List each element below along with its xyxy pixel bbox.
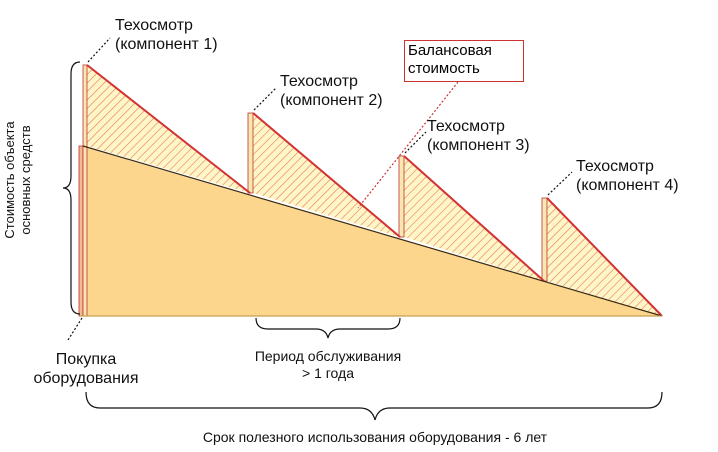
- component-2-bar: [247, 112, 254, 194]
- component-3-edge: [403, 155, 545, 282]
- service-period-brace: [255, 317, 401, 339]
- inspection-label-2: Техосмотр (компонент 2): [280, 72, 383, 110]
- inspection-2-text: Техосмотр (компонент 2): [280, 73, 383, 110]
- component-4-bar: [541, 197, 548, 282]
- purchase-bar-left: [78, 145, 84, 317]
- main-diagonal: [82, 145, 663, 317]
- service-period-text: Период обслуживания > 1 года: [254, 348, 402, 381]
- y-axis-label: Стоимость объекта основных средств: [2, 80, 33, 280]
- inspection-3-text: Техосмотр (компонент 3): [427, 118, 530, 155]
- useful-life-label: Срок полезного использования оборудовани…: [150, 429, 600, 446]
- purchase-bar-right: [82, 64, 88, 317]
- y-axis-text: Стоимость объекта основных средств: [2, 121, 33, 239]
- useful-life-brace: [85, 391, 663, 421]
- purchase-label: Покупка оборудования: [30, 350, 142, 388]
- leader-component-3: [404, 131, 427, 154]
- leader-purchase: [67, 317, 83, 341]
- purchase-text: Покупка оборудования: [33, 351, 139, 388]
- inspection-label-4: Техосмотр (компонент 4): [576, 157, 679, 195]
- component-3-bar: [398, 155, 405, 238]
- leader-component-4: [547, 171, 573, 196]
- component-1-edge: [86, 64, 251, 194]
- inspection-1-text: Техосмотр (компонент 1): [115, 17, 218, 54]
- leader-book-value: [357, 81, 459, 209]
- service-period-label: Период обслуживания > 1 года: [222, 348, 434, 382]
- y-brace: [62, 61, 81, 315]
- component-4-edge: [546, 197, 663, 317]
- book-value-box: Балансовая стоимость: [404, 40, 524, 82]
- leader-component-2: [253, 87, 277, 111]
- book-value-text: Балансовая стоимость: [408, 42, 492, 77]
- component-2-edge: [252, 112, 401, 238]
- inspection-4-text: Техосмотр (компонент 4): [576, 158, 679, 195]
- inspection-label-1: Техосмотр (компонент 1): [115, 16, 218, 54]
- inspection-label-3: Техосмотр (компонент 3): [427, 117, 530, 155]
- useful-life-text: Срок полезного использования оборудовани…: [202, 429, 548, 445]
- leader-component-1: [87, 37, 111, 63]
